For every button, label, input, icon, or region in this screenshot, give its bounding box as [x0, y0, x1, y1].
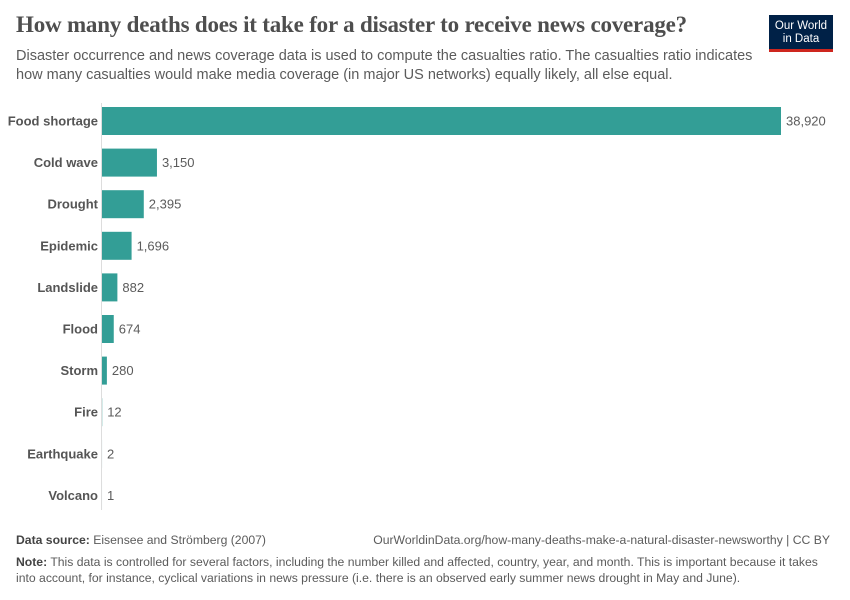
category-label: Food shortage [8, 114, 98, 129]
value-label: 1,696 [137, 238, 170, 253]
bar [102, 315, 114, 343]
data-source: Data source: Eisensee and Strömberg (200… [16, 533, 266, 547]
category-label: Epidemic [40, 238, 98, 253]
bar [102, 107, 781, 135]
bar-chart: Food shortage 38,920 Cold wave 3,150 Drought… [8, 103, 826, 510]
logo-line1: Our World [774, 20, 828, 32]
chart-subtitle: Disaster occurrence and news coverage da… [16, 48, 753, 83]
owid-logo[interactable]: Our World in Data [769, 15, 833, 52]
logo-line2: in Data [782, 33, 820, 45]
note-text: This data is controlled for several fact… [16, 555, 818, 585]
source-text[interactable]: Eisensee and Strömberg (2007) [93, 533, 266, 547]
category-label: Landslide [37, 280, 98, 295]
source-url[interactable]: OurWorldinData.org/how-many-deaths-make-… [373, 533, 830, 547]
value-label: 2,395 [149, 197, 182, 212]
bar [102, 231, 132, 260]
source-label: Data source: [16, 533, 90, 547]
bar [102, 148, 157, 177]
note-label: Note: [16, 555, 48, 569]
value-label: 38,920 [786, 114, 826, 129]
bar [102, 273, 118, 302]
value-label: 674 [119, 322, 141, 337]
chart-title: How many deaths does it take for a disas… [16, 12, 687, 37]
value-label: 280 [112, 363, 134, 378]
category-label: Storm [60, 363, 98, 378]
value-label: 12 [107, 405, 121, 420]
value-label: 2 [107, 446, 114, 461]
value-label: 1 [107, 488, 114, 503]
category-label: Earthquake [27, 446, 98, 461]
category-label: Volcano [48, 488, 98, 503]
value-label: 3,150 [162, 155, 195, 170]
chart-note: Note: This data is controlled for severa… [16, 554, 836, 586]
category-label: Fire [74, 405, 98, 420]
bar [102, 190, 144, 219]
category-label: Cold wave [34, 155, 98, 170]
category-label: Drought [47, 197, 98, 212]
bar [102, 356, 107, 385]
category-label: Flood [63, 322, 98, 337]
value-label: 882 [122, 280, 144, 295]
